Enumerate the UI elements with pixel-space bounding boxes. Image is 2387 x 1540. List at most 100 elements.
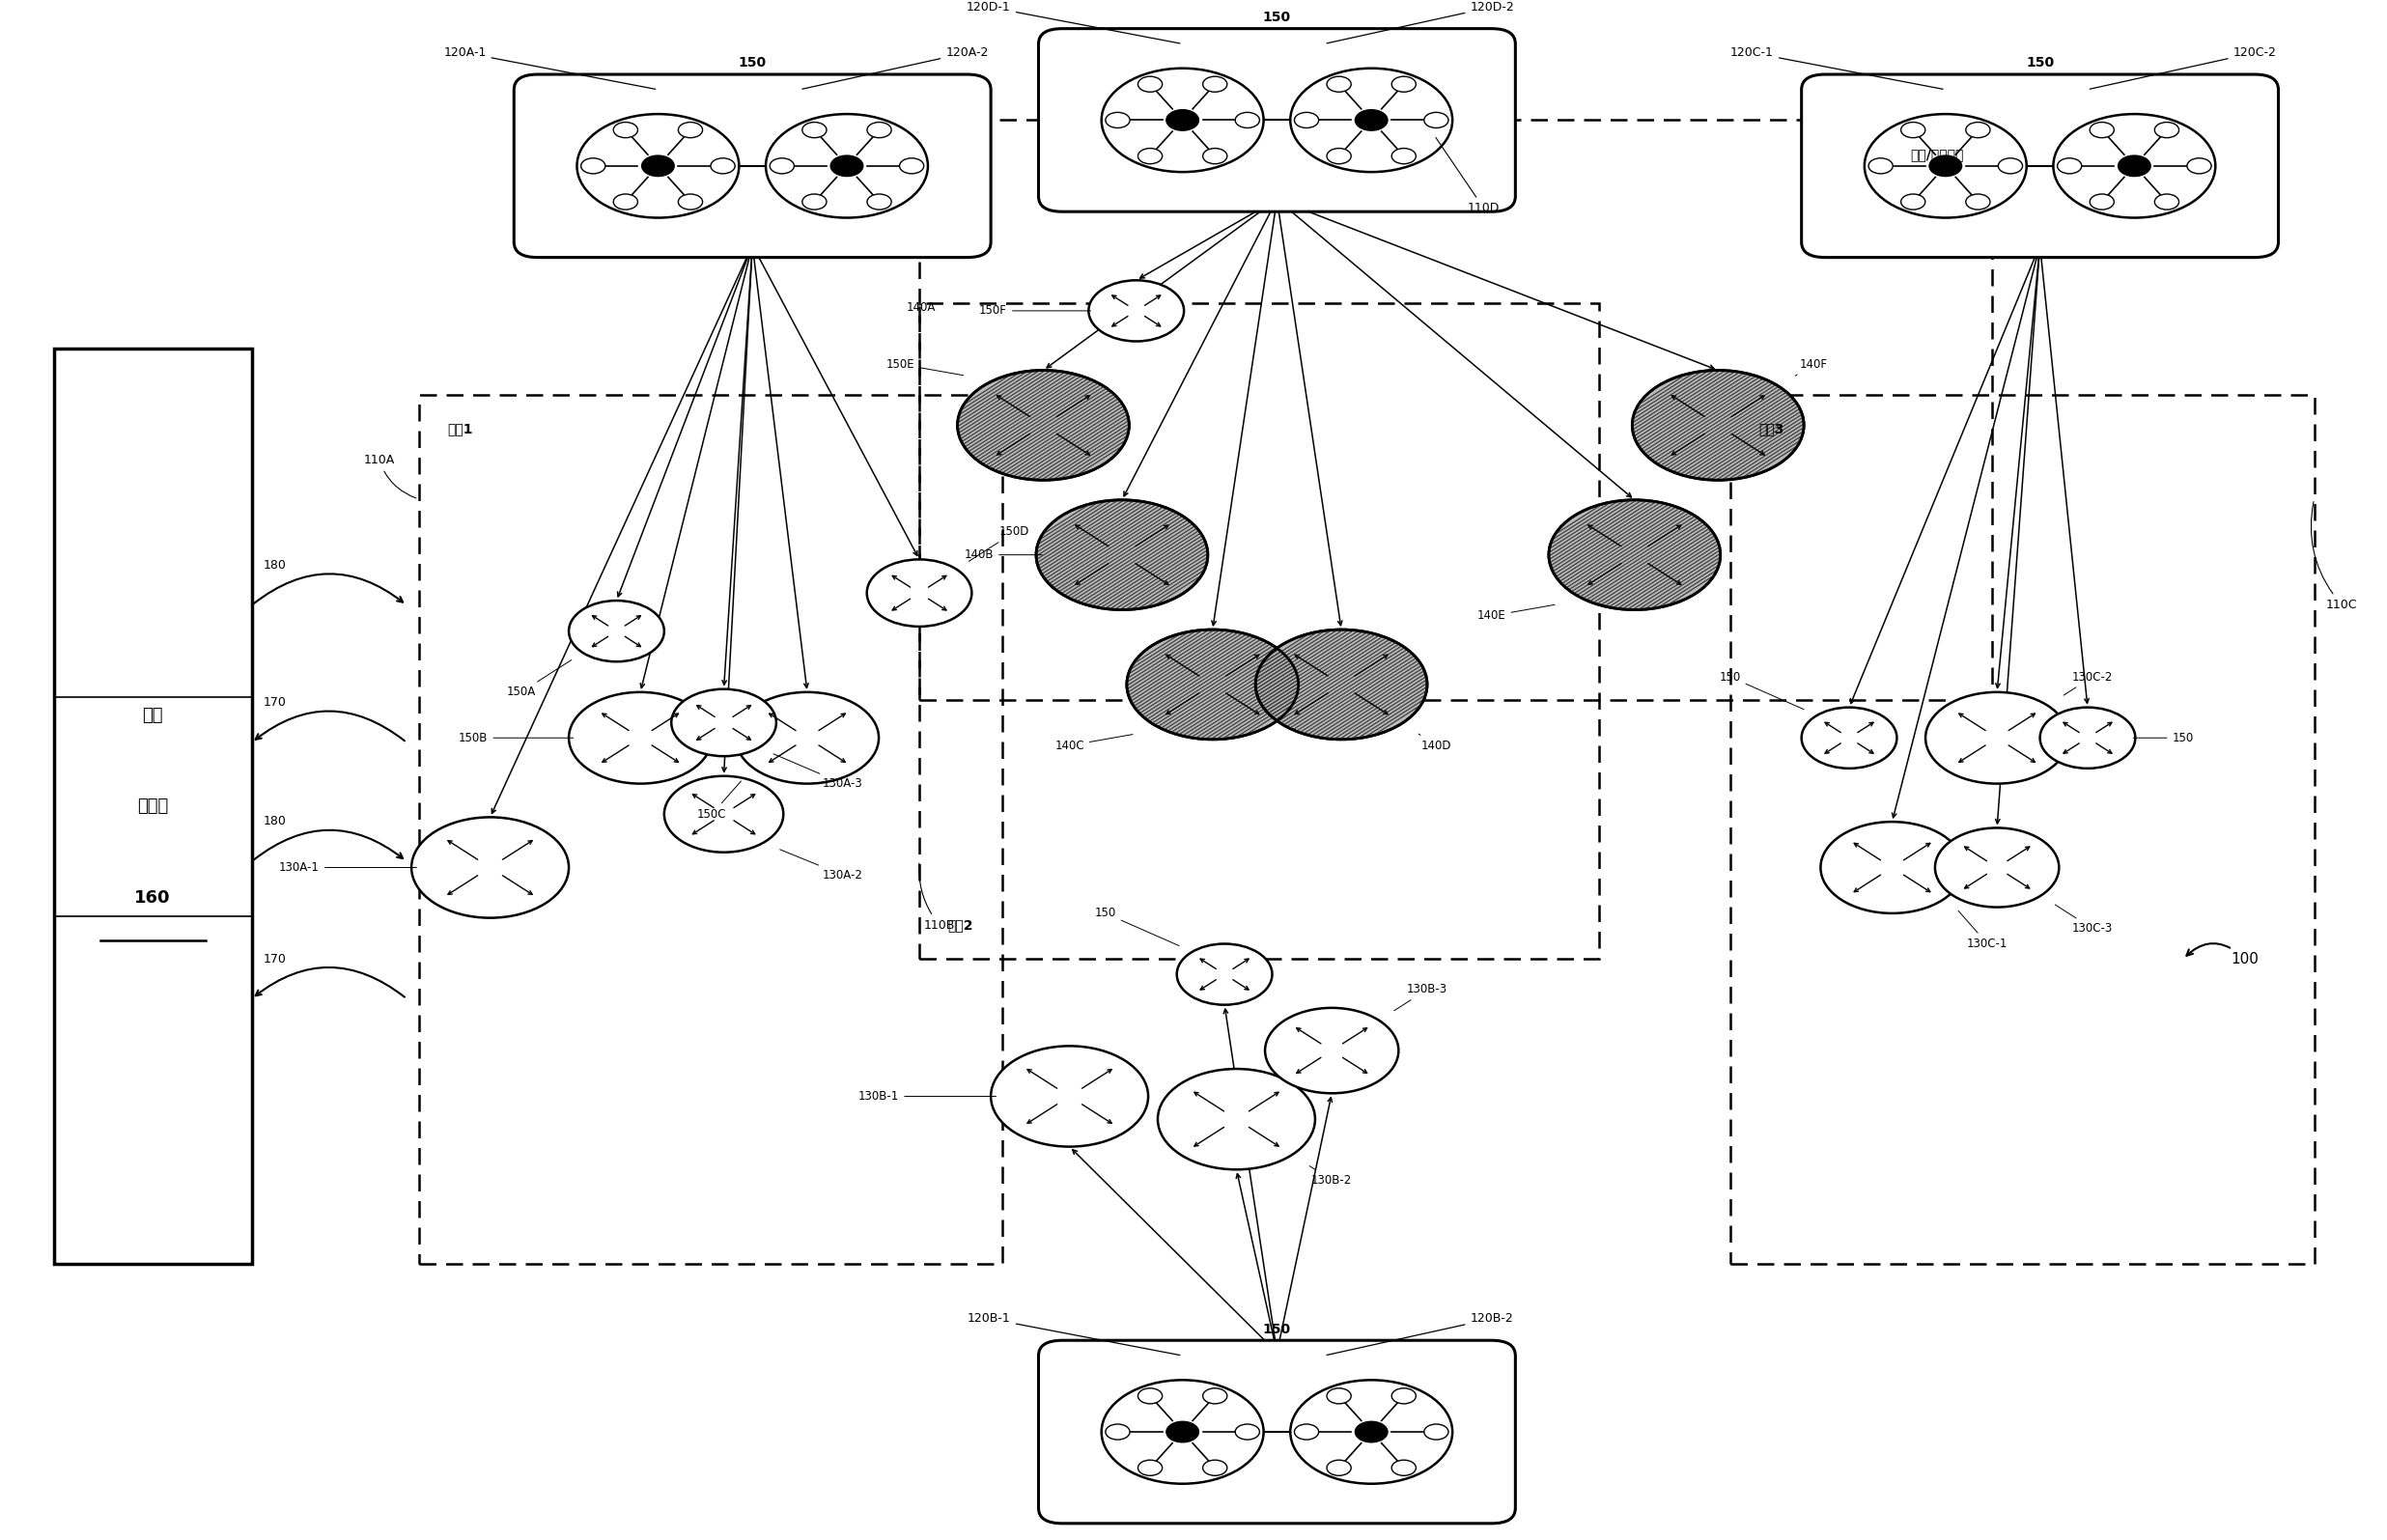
Circle shape <box>1127 630 1299 739</box>
Circle shape <box>1203 1388 1227 1404</box>
Circle shape <box>1356 1421 1387 1443</box>
Circle shape <box>957 370 1129 480</box>
Circle shape <box>957 370 1129 480</box>
Circle shape <box>1256 630 1427 739</box>
Circle shape <box>1127 630 1299 739</box>
Circle shape <box>1633 370 1805 480</box>
Circle shape <box>1549 500 1721 610</box>
Text: 110C: 110C <box>2311 502 2358 611</box>
Circle shape <box>1127 630 1299 739</box>
Text: 130A-2: 130A-2 <box>781 850 864 881</box>
Circle shape <box>1633 370 1805 480</box>
Circle shape <box>1036 500 1208 610</box>
Circle shape <box>1549 500 1721 610</box>
Text: 110B: 110B <box>919 864 955 932</box>
Circle shape <box>1256 630 1427 739</box>
Circle shape <box>957 370 1129 480</box>
Circle shape <box>1633 370 1805 480</box>
Circle shape <box>1036 500 1208 610</box>
Circle shape <box>957 370 1129 480</box>
Circle shape <box>802 194 826 209</box>
Circle shape <box>1633 370 1805 480</box>
Circle shape <box>1633 370 1805 480</box>
Circle shape <box>1203 148 1227 163</box>
Circle shape <box>957 370 1129 480</box>
Circle shape <box>1929 156 1962 176</box>
Circle shape <box>1036 500 1208 610</box>
Circle shape <box>568 601 664 662</box>
Circle shape <box>1127 630 1299 739</box>
FancyBboxPatch shape <box>513 74 991 257</box>
Circle shape <box>1549 500 1721 610</box>
Circle shape <box>1256 630 1427 739</box>
Circle shape <box>1549 500 1721 610</box>
Circle shape <box>1633 370 1805 480</box>
Text: 140E: 140E <box>1478 605 1554 622</box>
Circle shape <box>991 1046 1148 1147</box>
Circle shape <box>1633 370 1805 480</box>
Circle shape <box>1127 630 1299 739</box>
Circle shape <box>1633 370 1805 480</box>
Circle shape <box>1633 370 1805 480</box>
Bar <box>1731 394 2313 1264</box>
Circle shape <box>1036 500 1208 610</box>
Circle shape <box>1549 500 1721 610</box>
Circle shape <box>1036 500 1208 610</box>
Circle shape <box>1549 500 1721 610</box>
Circle shape <box>1127 630 1299 739</box>
Circle shape <box>1256 630 1427 739</box>
Circle shape <box>957 370 1129 480</box>
Circle shape <box>1036 500 1208 610</box>
FancyBboxPatch shape <box>1802 74 2277 257</box>
Circle shape <box>1291 1380 1451 1483</box>
Circle shape <box>1327 1388 1351 1404</box>
Circle shape <box>1127 630 1299 739</box>
Circle shape <box>1256 630 1427 739</box>
Circle shape <box>1036 500 1208 610</box>
Circle shape <box>1127 630 1299 739</box>
Circle shape <box>1036 500 1208 610</box>
Circle shape <box>1633 370 1805 480</box>
Circle shape <box>1392 77 1415 92</box>
Circle shape <box>957 370 1129 480</box>
Circle shape <box>1127 630 1299 739</box>
Circle shape <box>957 370 1129 480</box>
Text: 150: 150 <box>1096 907 1179 946</box>
Circle shape <box>1036 500 1208 610</box>
Circle shape <box>1127 630 1299 739</box>
Text: 150: 150 <box>1263 11 1291 25</box>
Circle shape <box>1256 630 1427 739</box>
Circle shape <box>957 370 1129 480</box>
Circle shape <box>957 370 1129 480</box>
Circle shape <box>1633 370 1805 480</box>
Circle shape <box>1633 370 1805 480</box>
Circle shape <box>1256 630 1427 739</box>
Circle shape <box>1256 630 1427 739</box>
Circle shape <box>1256 630 1427 739</box>
Circle shape <box>1256 630 1427 739</box>
Circle shape <box>866 122 890 137</box>
Circle shape <box>1998 159 2022 174</box>
Circle shape <box>1256 630 1427 739</box>
Circle shape <box>1549 500 1721 610</box>
Circle shape <box>1256 630 1427 739</box>
Circle shape <box>1549 500 1721 610</box>
Circle shape <box>1356 109 1387 131</box>
Circle shape <box>1256 630 1427 739</box>
Circle shape <box>1327 77 1351 92</box>
Text: 120A-1: 120A-1 <box>444 46 656 89</box>
Circle shape <box>1256 630 1427 739</box>
Circle shape <box>1036 500 1208 610</box>
Circle shape <box>1549 500 1721 610</box>
Circle shape <box>1036 500 1208 610</box>
Circle shape <box>957 370 1129 480</box>
Circle shape <box>957 370 1129 480</box>
Circle shape <box>1549 500 1721 610</box>
Circle shape <box>580 159 606 174</box>
Circle shape <box>1127 630 1299 739</box>
Circle shape <box>1256 630 1427 739</box>
Circle shape <box>1127 630 1299 739</box>
Circle shape <box>1549 500 1721 610</box>
Circle shape <box>1549 500 1721 610</box>
Text: 180: 180 <box>263 815 286 829</box>
